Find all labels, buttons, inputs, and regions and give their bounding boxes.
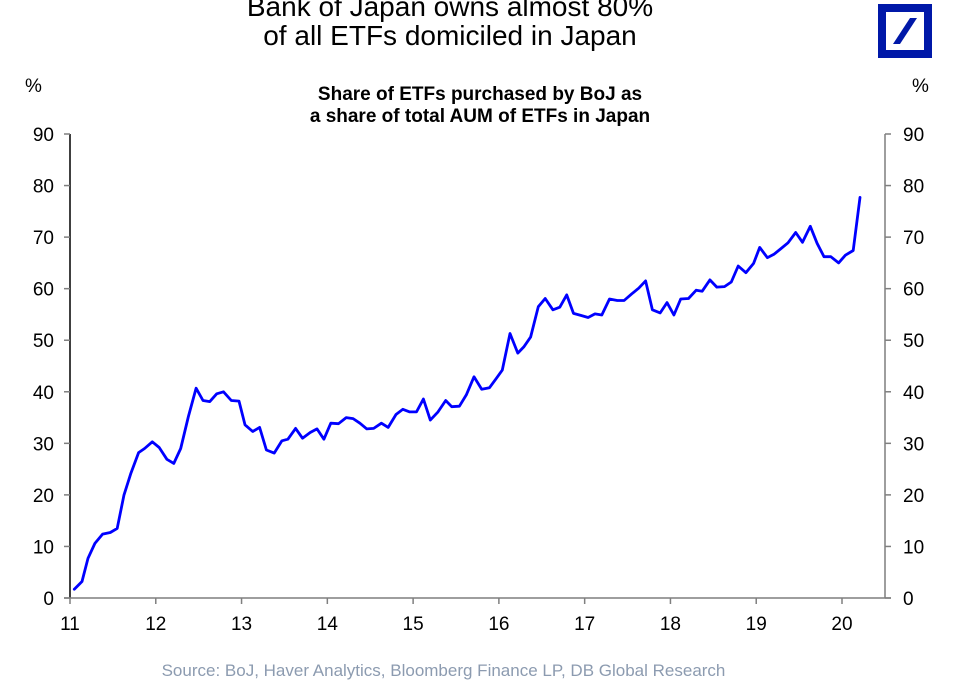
left-y-tick-label: 40	[33, 383, 54, 404]
logo-frame	[878, 4, 932, 58]
source-note: Source: BoJ, Haver Analytics, Bloomberg …	[161, 661, 726, 680]
x-tick-label: 13	[231, 614, 252, 635]
x-tick-label: 14	[317, 614, 339, 635]
left-y-tick-label: 20	[33, 486, 54, 507]
series-line	[72, 195, 862, 591]
left-y-tick-label: 0	[43, 589, 54, 610]
series-group	[72, 195, 862, 591]
title-line-1: Bank of Japan owns almost 80%	[246, 0, 654, 22]
x-tick-label: 18	[660, 614, 681, 635]
x-tick-label: 16	[488, 614, 509, 635]
x-tick-label: 20	[831, 614, 852, 635]
subtitle-line-1: Share of ETFs purchased by BoJ as	[317, 84, 643, 105]
left-y-tick-label: 50	[33, 331, 54, 352]
left-y-tick-label: 90	[33, 125, 54, 146]
chart-main-title: Bank of Japan owns almost 80% of all ETF…	[0, 0, 900, 50]
subtitle-line-2: a share of total AUM of ETFs in Japan	[309, 106, 651, 127]
left-y-tick-label: 60	[33, 280, 54, 301]
left-y-tick-label: 80	[33, 177, 54, 198]
deutsche-bank-logo-icon	[878, 4, 932, 58]
axes-group: 0 0 10 10 20 20 30 30 40 40 50 50 60 60 70 70 80 80 90 90 11…	[33, 125, 924, 635]
right-y-tick-label: 20	[903, 486, 924, 507]
x-tick-label: 19	[746, 614, 767, 635]
right-y-tick-label: 30	[903, 434, 924, 455]
right-y-tick-label: 50	[903, 331, 924, 352]
right-y-tick-label: 80	[903, 177, 924, 198]
x-tick-label: 15	[403, 614, 424, 635]
x-tick-label: 11	[60, 614, 80, 635]
right-y-tick-label: 10	[903, 537, 924, 558]
left-y-tick-label: 30	[33, 434, 54, 455]
right-y-tick-label: 90	[903, 125, 924, 146]
x-tick-label: 12	[145, 614, 166, 635]
right-axis-unit: %	[912, 76, 929, 97]
right-y-tick-label: 40	[903, 383, 924, 404]
chart-subtitle: Share of ETFs purchased by BoJ as a shar…	[230, 84, 730, 128]
left-y-tick-label: 70	[33, 228, 54, 249]
title-line-2: of all ETFs domiciled in Japan	[263, 20, 637, 51]
left-axis-unit: %	[25, 76, 42, 97]
logo-slash	[893, 18, 917, 44]
x-tick-label: 17	[574, 614, 595, 635]
right-y-tick-label: 60	[903, 280, 924, 301]
right-y-tick-label: 0	[903, 589, 914, 610]
right-y-tick-label: 70	[903, 228, 924, 249]
left-y-tick-label: 10	[33, 537, 54, 558]
